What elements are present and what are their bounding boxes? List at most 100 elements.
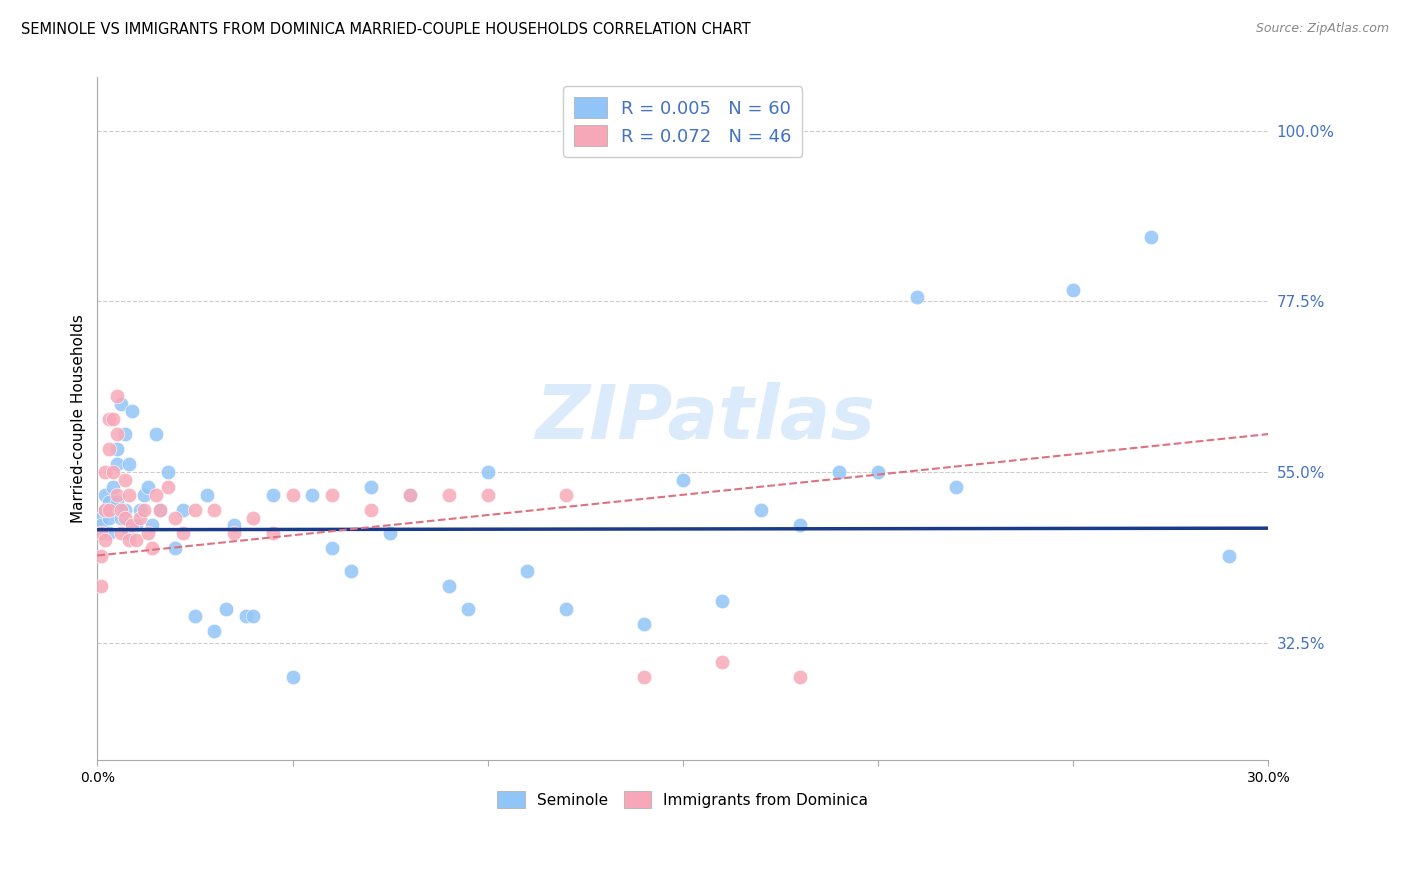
Point (1218, 549, 1240, 563)
Point (90, 579, 112, 593)
Point (868, 465, 890, 479)
Point (360, 503, 382, 517)
Point (633, 616, 655, 631)
Point (554, 488, 576, 502)
Point (98, 503, 121, 517)
Point (554, 601, 576, 615)
Text: Source: ZipAtlas.com: Source: ZipAtlas.com (1256, 22, 1389, 36)
Point (94, 503, 117, 517)
Point (360, 480, 382, 494)
Point (134, 503, 156, 517)
Point (172, 525, 194, 540)
Point (105, 495, 128, 509)
Point (477, 465, 499, 479)
Point (905, 291, 928, 305)
Point (242, 609, 264, 624)
Point (789, 518, 811, 533)
Point (477, 488, 499, 502)
Point (1062, 283, 1084, 297)
Point (195, 488, 218, 502)
Point (117, 533, 139, 548)
Point (437, 579, 460, 593)
Point (101, 412, 124, 426)
Point (90, 525, 112, 540)
Point (121, 404, 143, 418)
Legend: Seminole, Immigrants from Dominica: Seminole, Immigrants from Dominica (491, 785, 875, 814)
Point (149, 503, 172, 517)
Point (105, 458, 128, 472)
Point (145, 427, 167, 442)
Point (242, 510, 264, 524)
Point (134, 488, 156, 502)
Point (98, 495, 121, 509)
Point (145, 488, 167, 502)
Point (281, 488, 304, 502)
Point (172, 503, 194, 517)
Point (98, 442, 121, 457)
Point (321, 541, 343, 555)
Point (222, 525, 245, 540)
Point (141, 541, 163, 555)
Point (114, 510, 136, 524)
Point (90, 510, 112, 524)
Point (110, 525, 132, 540)
Text: ZIPatlas: ZIPatlas (536, 383, 876, 456)
Point (165, 510, 187, 524)
Point (828, 465, 851, 479)
Point (204, 624, 226, 639)
Point (141, 518, 163, 533)
Point (281, 670, 304, 684)
Point (184, 503, 207, 517)
Point (516, 564, 538, 578)
Y-axis label: Married-couple Households: Married-couple Households (72, 315, 86, 524)
Point (321, 488, 343, 502)
Point (136, 480, 159, 494)
Point (125, 533, 148, 548)
Point (156, 480, 179, 494)
Point (117, 525, 139, 540)
Point (457, 601, 479, 615)
Point (94, 533, 117, 548)
Point (710, 655, 733, 669)
Point (117, 488, 139, 502)
Point (222, 518, 245, 533)
Point (94, 488, 117, 502)
Point (378, 525, 401, 540)
Point (98, 525, 121, 540)
Point (98, 510, 121, 524)
Point (101, 480, 124, 494)
Text: SEMINOLE VS IMMIGRANTS FROM DOMINICA MARRIED-COUPLE HOUSEHOLDS CORRELATION CHART: SEMINOLE VS IMMIGRANTS FROM DOMINICA MAR… (21, 22, 751, 37)
Point (105, 427, 128, 442)
Point (340, 564, 363, 578)
Point (90, 518, 112, 533)
Point (215, 601, 238, 615)
Point (165, 541, 187, 555)
Point (262, 488, 284, 502)
Point (117, 458, 139, 472)
Point (235, 609, 257, 624)
Point (633, 670, 655, 684)
Point (129, 510, 152, 524)
Point (301, 488, 323, 502)
Point (136, 525, 159, 540)
Point (90, 549, 112, 563)
Point (437, 488, 460, 502)
Point (114, 503, 136, 517)
Point (125, 518, 148, 533)
Point (149, 503, 172, 517)
Point (98, 412, 121, 426)
Point (114, 473, 136, 487)
Point (749, 503, 772, 517)
Point (94, 503, 117, 517)
Point (204, 503, 226, 517)
Point (945, 480, 967, 494)
Point (398, 488, 420, 502)
Point (156, 465, 179, 479)
Point (398, 488, 420, 502)
Point (110, 503, 132, 517)
Point (105, 442, 128, 457)
Point (101, 465, 124, 479)
Point (94, 465, 117, 479)
Point (262, 525, 284, 540)
Point (105, 488, 128, 502)
